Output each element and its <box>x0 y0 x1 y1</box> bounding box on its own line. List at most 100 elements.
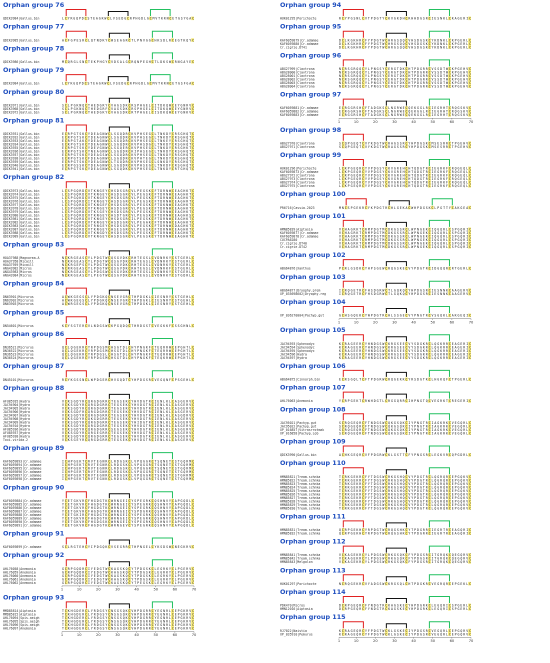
sequence: ECRPGTSKCYDEAGNWCLSGQDRCKVPHSEGCLTNKDYCR… <box>62 132 194 136</box>
sequence: VCKAGEKRCYLPDGSWCRKGSQKCFYPDGSRCITGRQKCQ… <box>339 553 471 557</box>
disulfide-bracket <box>385 393 407 399</box>
sequence-id: QDIK3938|Gallus.bin <box>3 157 40 161</box>
cys-highlight <box>361 16 365 21</box>
disulfide-bracket <box>342 98 364 106</box>
group-title: Orphan group 85 <box>3 308 64 316</box>
cys-highlight <box>84 459 88 481</box>
cys-highlight <box>427 38 431 49</box>
sequence-id: JAC94909|Hydra <box>3 421 30 425</box>
sequence: LCSPGQRDCVTKSGEYCHSDSGRCVLPEGSKCFTDRNWCE… <box>62 210 194 214</box>
cys-highlight <box>468 313 471 318</box>
sequence-id: QDIK3932|Gallus.bin <box>3 136 40 140</box>
cys-highlight <box>107 399 111 442</box>
sequence: VCKSGDYRCQRGEGRRCTEGSEKCYHVDGTRCIENLKLCA… <box>62 431 194 435</box>
cys-highlight <box>344 205 348 210</box>
sequence-id: JAC94905|Hydra <box>3 407 30 411</box>
cys-highlight <box>341 106 345 117</box>
cys-highlight <box>64 103 68 114</box>
sequence-id: QDIK3975|Gallus.bin <box>3 196 40 200</box>
cys-highlight <box>84 81 88 86</box>
sequence-id: QDIK3974|Gallus.bin <box>3 192 40 196</box>
cys-highlight <box>384 399 388 403</box>
sequence: QCLQGEKRCYRPDGSMCHSGTDLCHYPNGKFCTEQRRWCE… <box>62 346 194 350</box>
sequence: YCETGKVRCFHGDGTKCWRNGEVCYSPEGRKCQSHNVYCA… <box>62 523 194 527</box>
sequence-id: AHL76059|Anemonia <box>3 570 36 574</box>
cys-highlight <box>468 38 471 49</box>
cys-highlight <box>171 38 174 42</box>
cys-highlight <box>427 288 431 296</box>
scale-label: 60 <box>173 588 178 592</box>
cys-highlight <box>405 166 408 188</box>
sequence: TCKHGDERCLYRDGSYCNSGSQKCVHPDGRRCYEGNRLCE… <box>62 627 194 631</box>
sequence-id: PDK470|Micros <box>280 604 305 608</box>
cys-highlight <box>361 399 365 403</box>
sequence: NCKRGEASCYLPEGTWCQSGVDKCRHTEGSLCVDNRKYCS… <box>62 274 194 278</box>
scale-label: 20 <box>373 320 378 324</box>
cys-highlight <box>468 341 471 360</box>
disulfide-bracket <box>428 334 450 342</box>
sequence-id: KAF6059883|Cr.adamae <box>280 113 318 117</box>
disulfide-bracket <box>385 447 407 453</box>
sequence-id: AHL76094|Spis.aeigh <box>3 616 40 620</box>
group-title: Orphan group 114 <box>280 588 346 596</box>
cys-highlight <box>64 323 68 328</box>
sequence-id: ANG43983|Micros <box>3 270 32 274</box>
sequence-id: HMN85832|Tream.schnka <box>280 532 320 536</box>
sequence: TCKHGDERCLYRDGSYCNSGSQKCVHPDGRRCYEGNRLCE… <box>62 609 194 613</box>
cys-highlight <box>128 377 131 382</box>
cys-highlight <box>427 581 431 586</box>
disulfide-bracket <box>385 598 407 603</box>
sequence: SCLPGKNQCTHEDGRFCVAGSDKCRSPHGELCITDKQWCE… <box>62 107 194 111</box>
sequence: VCHAGRKTCRMPDGTMCDKGSSRCLWPNGEKCIQGQRLCS… <box>339 235 471 239</box>
cys-highlight <box>107 609 111 630</box>
cys-highlight <box>405 341 408 360</box>
cys-highlight <box>150 377 154 382</box>
cys-highlight <box>341 313 345 318</box>
sequence: DCRPGEQRCFYNDGTRCKAGSKECYHPDGRKCLEGQRICS… <box>339 607 471 611</box>
cys-highlight <box>427 106 431 117</box>
sequence: DCLKGKHRCFYPDGTWCHRGSQQCVHSDGSKCYKDNKLCK… <box>339 38 471 42</box>
sequence-id: JAC94907|Hydra <box>3 414 30 418</box>
disulfide-bracket <box>342 133 364 141</box>
cys-highlight <box>384 38 388 49</box>
sequence: VCKSGDYRCQRGDGRRCTEGSEKCYHIDGTRCIENLKLCA… <box>62 421 194 425</box>
disulfide-bracket <box>428 280 450 288</box>
sequence-id: QDIK3968|Gallus.bin <box>3 107 40 111</box>
sequence: NCRSGRQQCYLPNGSYCERGTDKCHTPDGRRCVSSDTWCK… <box>339 67 471 71</box>
sequence: GCRPGQDRCIYEDGTWCKAGSKQCYTPDGSKCLEGRKYCL… <box>62 567 194 571</box>
sequence: QCLQGEKRCYRPDGSMCHSGTDLCHYPNGKFCTEQKRWCE… <box>62 356 194 360</box>
sequence: ECRGGRSHCFTADGKSCLNGRWECQEKGGLRCIEGRHTCR… <box>339 106 471 110</box>
cys-highlight <box>107 545 111 549</box>
scale-label: 60 <box>173 633 178 637</box>
sequence-id: JAC94593|Sphenodyc <box>280 342 315 346</box>
group-title: Orphan group 92 <box>3 551 64 559</box>
sequence: SCRQGEQRCFTNDGSWCQKGSQKCIYPNGTRCIAGKRKCV… <box>339 428 471 432</box>
cys-highlight <box>84 323 88 328</box>
scale-label: 10 <box>77 588 82 592</box>
group-title: Orphan group 101 <box>280 212 346 220</box>
sequence: NCRSGRQQCYLPNGSYCERGTDKCHTPDGRRCVSSDTWCK… <box>339 81 471 85</box>
sequence-id: KAF6059878|Cr.adamae <box>280 235 318 239</box>
sequence: NCRSGRQQCYLPNGSYCERGTDKCHTPDGRRCVSSDTWCK… <box>339 85 471 89</box>
sequence-id: HUK01296|Porichocte <box>280 167 317 171</box>
scale-label: 50 <box>430 120 435 124</box>
scale-label: 1 <box>338 320 340 324</box>
cys-highlight <box>384 227 388 249</box>
disulfide-bracket <box>342 413 364 421</box>
cys-highlight <box>128 38 131 42</box>
sequence: NCKRGEASCYLPDGSWCQSGVDKCRHTEGSLCVDNRKYCS… <box>62 270 194 274</box>
sequence-id: ABG64875|Cinnorph.bin <box>280 378 320 382</box>
sequence: KCRAGEERCYHNDGSWCKRGSEECVYSDGKRCLQGKRRCE… <box>339 349 471 353</box>
sequence-id: HUK01297|Porichocte <box>280 582 317 586</box>
cys-highlight <box>361 474 365 510</box>
cys-highlight <box>150 132 154 171</box>
cys-highlight <box>384 581 388 586</box>
cys-highlight <box>468 420 471 435</box>
cys-highlight <box>341 16 345 21</box>
sequence-id: ABG64877|Dryophy.prem <box>280 288 320 292</box>
cys-highlight <box>84 256 88 277</box>
cys-highlight <box>191 545 194 549</box>
cys-highlight <box>468 377 471 381</box>
scale-label: 10 <box>354 639 359 643</box>
cys-highlight <box>128 459 131 481</box>
